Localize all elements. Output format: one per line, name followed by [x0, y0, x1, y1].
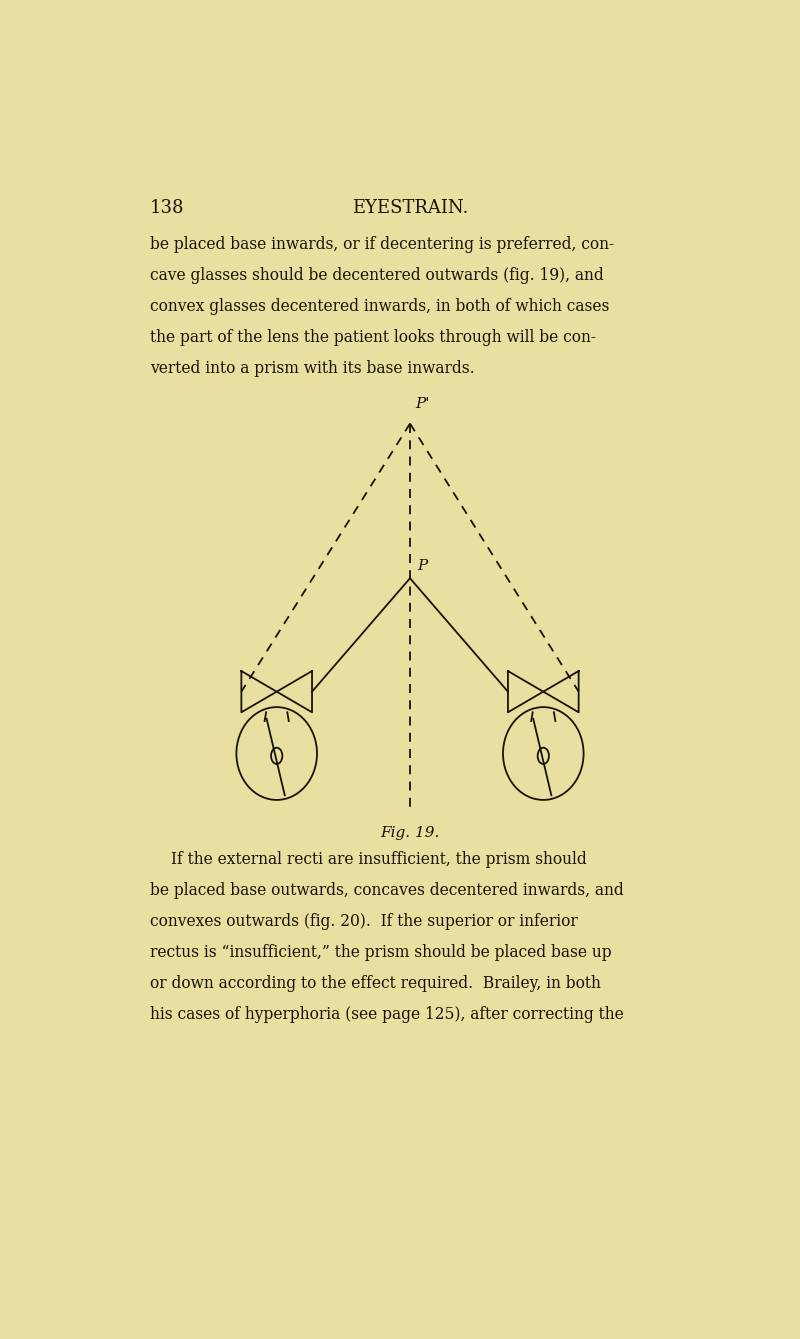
- Text: If the external recti are insufficient, the prism should: If the external recti are insufficient, …: [171, 852, 587, 869]
- Text: be placed base outwards, concaves decentered inwards, and: be placed base outwards, concaves decent…: [150, 882, 623, 900]
- Text: convex glasses decentered inwards, in both of which cases: convex glasses decentered inwards, in bo…: [150, 297, 609, 315]
- Text: P: P: [418, 560, 428, 573]
- Text: cave glasses should be decentered outwards (fig. 19), and: cave glasses should be decentered outwar…: [150, 266, 603, 284]
- Text: be placed base inwards, or if decentering is preferred, con-: be placed base inwards, or if decenterin…: [150, 236, 614, 253]
- Text: Fig. 19.: Fig. 19.: [380, 826, 440, 840]
- Text: the part of the lens the patient looks through will be con-: the part of the lens the patient looks t…: [150, 329, 595, 345]
- Text: his cases of hyperphoria (see page 125), after correcting the: his cases of hyperphoria (see page 125),…: [150, 1006, 623, 1023]
- Text: P': P': [415, 398, 430, 411]
- Text: or down according to the effect required.  Brailey, in both: or down according to the effect required…: [150, 975, 601, 992]
- Text: EYESTRAIN.: EYESTRAIN.: [352, 198, 468, 217]
- Text: verted into a prism with its base inwards.: verted into a prism with its base inward…: [150, 360, 474, 376]
- Text: convexes outwards (fig. 20).  If the superior or inferior: convexes outwards (fig. 20). If the supe…: [150, 913, 578, 931]
- Text: 138: 138: [150, 198, 184, 217]
- Text: rectus is “insufficient,” the prism should be placed base up: rectus is “insufficient,” the prism shou…: [150, 944, 611, 961]
